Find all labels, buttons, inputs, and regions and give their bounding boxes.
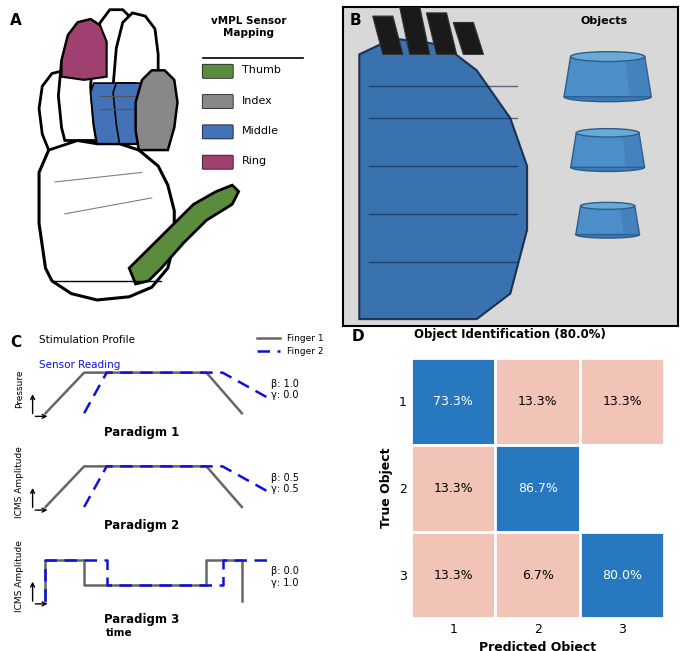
Polygon shape <box>39 70 81 150</box>
Polygon shape <box>399 7 429 55</box>
Text: Pressure: Pressure <box>15 369 24 408</box>
Y-axis label: True Object: True Object <box>380 448 393 529</box>
Bar <box>495 358 580 445</box>
Text: vMPL Sensor
Mapping: vMPL Sensor Mapping <box>210 16 286 38</box>
FancyBboxPatch shape <box>202 94 233 109</box>
Polygon shape <box>58 20 107 141</box>
Text: A: A <box>10 13 22 28</box>
Bar <box>580 358 664 445</box>
X-axis label: Predicted Object: Predicted Object <box>479 641 596 651</box>
FancyBboxPatch shape <box>202 64 233 78</box>
Polygon shape <box>90 10 136 144</box>
Text: 13.3%: 13.3% <box>434 568 473 581</box>
Bar <box>411 532 495 618</box>
Text: B: B <box>349 13 361 28</box>
Polygon shape <box>113 83 158 144</box>
Ellipse shape <box>564 92 651 102</box>
Text: Objects: Objects <box>581 16 628 26</box>
Text: Middle: Middle <box>242 126 279 136</box>
Text: 13.3%: 13.3% <box>518 395 558 408</box>
Polygon shape <box>625 57 651 97</box>
Text: Paradigm 3: Paradigm 3 <box>104 613 179 626</box>
Text: ICMS Amplitude: ICMS Amplitude <box>15 540 24 612</box>
Bar <box>495 445 580 532</box>
Polygon shape <box>373 16 403 55</box>
Polygon shape <box>621 206 640 234</box>
Legend: Finger 1, Finger 2: Finger 1, Finger 2 <box>254 330 327 360</box>
Ellipse shape <box>581 202 635 210</box>
Polygon shape <box>62 20 107 80</box>
Polygon shape <box>129 185 238 284</box>
Text: β: 1.0
γ: 0.0: β: 1.0 γ: 0.0 <box>271 379 299 400</box>
Text: Object Identification (80.0%): Object Identification (80.0%) <box>414 328 606 341</box>
Polygon shape <box>113 13 158 144</box>
Polygon shape <box>623 133 645 167</box>
Text: Paradigm 2: Paradigm 2 <box>104 519 179 533</box>
FancyBboxPatch shape <box>202 155 233 169</box>
Text: 6.7%: 6.7% <box>522 568 553 581</box>
Ellipse shape <box>576 129 639 137</box>
Text: 13.3%: 13.3% <box>602 395 642 408</box>
Text: time: time <box>106 628 133 638</box>
Ellipse shape <box>576 231 640 238</box>
Polygon shape <box>39 141 174 300</box>
Ellipse shape <box>571 51 645 61</box>
Polygon shape <box>571 133 645 167</box>
Text: Stimulation Profile: Stimulation Profile <box>39 335 135 345</box>
Text: Thumb: Thumb <box>242 65 281 76</box>
Text: β: 0.0
γ: 1.0: β: 0.0 γ: 1.0 <box>271 566 299 588</box>
Text: β: 0.5
γ: 0.5: β: 0.5 γ: 0.5 <box>271 473 299 494</box>
Polygon shape <box>564 57 651 97</box>
Text: 80.0%: 80.0% <box>602 568 643 581</box>
Bar <box>411 358 495 445</box>
Ellipse shape <box>571 163 645 171</box>
Text: 13.3%: 13.3% <box>434 482 473 495</box>
Bar <box>495 532 580 618</box>
Polygon shape <box>426 13 457 55</box>
Text: 73.3%: 73.3% <box>434 395 473 408</box>
Bar <box>580 445 664 532</box>
Text: 86.7%: 86.7% <box>518 482 558 495</box>
Polygon shape <box>453 22 484 55</box>
Text: D: D <box>351 329 364 344</box>
Text: ICMS Amplitude: ICMS Amplitude <box>15 446 24 518</box>
Text: C: C <box>10 335 21 350</box>
Text: Index: Index <box>242 96 273 105</box>
Bar <box>411 445 495 532</box>
Polygon shape <box>359 38 527 319</box>
FancyBboxPatch shape <box>202 125 233 139</box>
Text: Paradigm 1: Paradigm 1 <box>104 426 179 439</box>
Polygon shape <box>136 70 177 150</box>
Text: Ring: Ring <box>242 156 267 166</box>
Text: Sensor Reading: Sensor Reading <box>39 360 121 370</box>
Polygon shape <box>90 83 136 144</box>
Bar <box>580 532 664 618</box>
Polygon shape <box>576 206 640 234</box>
